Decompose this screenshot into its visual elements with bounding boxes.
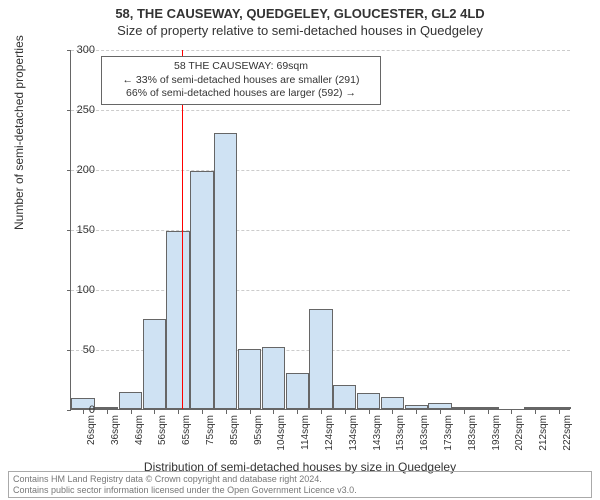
- histogram-bar: [452, 407, 475, 409]
- x-tick-label: 104sqm: [276, 415, 287, 451]
- x-tick-label: 193sqm: [491, 415, 502, 451]
- x-tick-label: 134sqm: [348, 415, 359, 451]
- y-tick-label: 0: [55, 404, 95, 416]
- x-tick-label: 114sqm: [300, 415, 311, 450]
- x-tick-label: 173sqm: [443, 415, 454, 451]
- grid-line: [71, 290, 570, 291]
- x-tick-mark: [321, 410, 322, 414]
- histogram-bar: [95, 407, 118, 409]
- histogram-bar: [381, 397, 404, 409]
- x-tick-mark: [345, 410, 346, 414]
- histogram-bar: [143, 319, 166, 409]
- y-tick-label: 150: [55, 224, 95, 236]
- x-tick-label: 153sqm: [395, 415, 406, 451]
- x-tick-mark: [416, 410, 417, 414]
- y-tick-label: 50: [55, 344, 95, 356]
- y-tick-label: 100: [55, 284, 95, 296]
- x-tick-label: 183sqm: [467, 415, 478, 451]
- x-tick-label: 36sqm: [110, 415, 121, 445]
- x-tick-mark: [464, 410, 465, 414]
- histogram-bar: [190, 171, 213, 409]
- x-tick-mark: [202, 410, 203, 414]
- histogram-bar: [286, 373, 309, 409]
- page-title: 58, THE CAUSEWAY, QUEDGELEY, GLOUCESTER,…: [0, 0, 600, 21]
- grid-line: [71, 110, 570, 111]
- x-tick-label: 143sqm: [372, 415, 383, 451]
- x-tick-mark: [107, 410, 108, 414]
- histogram-bar: [476, 407, 499, 409]
- x-tick-mark: [297, 410, 298, 414]
- footer-line-2: Contains public sector information licen…: [13, 485, 587, 495]
- x-tick-mark: [535, 410, 536, 414]
- histogram-bar: [547, 407, 570, 409]
- histogram-bar: [238, 349, 261, 409]
- histogram-bar: [524, 407, 547, 409]
- grid-line: [71, 50, 570, 51]
- plot-area: 26sqm36sqm46sqm56sqm65sqm75sqm85sqm95sqm…: [70, 50, 570, 410]
- x-tick-label: 85sqm: [229, 415, 240, 445]
- x-tick-label: 222sqm: [562, 415, 573, 451]
- y-axis-label: Number of semi-detached properties: [12, 35, 26, 230]
- histogram-bar: [166, 231, 189, 409]
- annotation-box: 58 THE CAUSEWAY: 69sqm← 33% of semi-deta…: [101, 56, 381, 105]
- x-tick-mark: [273, 410, 274, 414]
- histogram-bar: [214, 133, 237, 409]
- grid-line: [71, 230, 570, 231]
- x-tick-mark: [131, 410, 132, 414]
- x-tick-label: 124sqm: [324, 415, 335, 451]
- x-tick-label: 95sqm: [253, 415, 264, 445]
- annotation-line-2: ← 33% of semi-detached houses are smalle…: [108, 74, 374, 88]
- histogram-bar: [405, 405, 428, 409]
- y-tick-label: 300: [55, 44, 95, 56]
- histogram-bar: [119, 392, 142, 409]
- x-tick-label: 75sqm: [205, 415, 216, 445]
- histogram-bar: [309, 309, 332, 409]
- histogram-bar: [357, 393, 380, 409]
- y-tick-label: 200: [55, 164, 95, 176]
- x-tick-mark: [178, 410, 179, 414]
- x-tick-mark: [250, 410, 251, 414]
- annotation-line-1: 58 THE CAUSEWAY: 69sqm: [108, 60, 374, 74]
- x-tick-mark: [154, 410, 155, 414]
- x-tick-mark: [488, 410, 489, 414]
- page-subtitle: Size of property relative to semi-detach…: [0, 21, 600, 38]
- histogram-bar: [333, 385, 356, 409]
- x-tick-mark: [369, 410, 370, 414]
- histogram-bar: [262, 347, 285, 409]
- x-tick-mark: [226, 410, 227, 414]
- grid-line: [71, 170, 570, 171]
- attribution-footer: Contains HM Land Registry data © Crown c…: [8, 471, 592, 498]
- annotation-line-3: 66% of semi-detached houses are larger (…: [108, 87, 374, 101]
- x-tick-label: 26sqm: [86, 415, 97, 445]
- x-tick-label: 65sqm: [181, 415, 192, 445]
- x-tick-label: 202sqm: [514, 415, 525, 451]
- x-tick-label: 46sqm: [134, 415, 145, 445]
- x-tick-mark: [511, 410, 512, 414]
- x-tick-mark: [559, 410, 560, 414]
- x-tick-label: 212sqm: [538, 415, 549, 451]
- x-tick-label: 163sqm: [419, 415, 430, 451]
- histogram-chart: 26sqm36sqm46sqm56sqm65sqm75sqm85sqm95sqm…: [70, 50, 570, 410]
- y-tick-label: 250: [55, 104, 95, 116]
- footer-line-1: Contains HM Land Registry data © Crown c…: [13, 474, 587, 484]
- x-tick-label: 56sqm: [157, 415, 168, 445]
- x-tick-mark: [440, 410, 441, 414]
- x-tick-mark: [392, 410, 393, 414]
- histogram-bar: [428, 403, 451, 409]
